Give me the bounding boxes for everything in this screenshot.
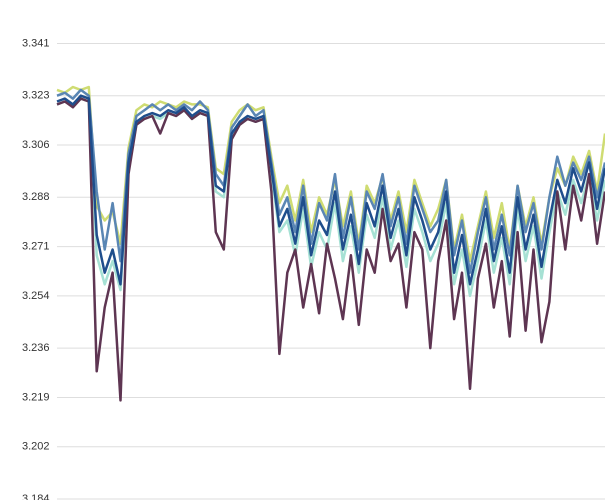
y-tick-label: 3.341 [22,37,50,49]
series-line [56,97,605,402]
y-tick-label: 3.306 [22,139,50,151]
y-tick-label: 3.236 [22,342,50,354]
y-tick-label: 3.254 [22,290,50,302]
y-tick-label: 3.184 [22,493,50,500]
y-tick-label: 3.271 [22,241,50,253]
y-tick-label: 3.323 [22,90,50,102]
series-line [56,94,605,286]
y-tick-label: 3.288 [22,191,50,203]
series-line [56,88,605,274]
y-tick-label: 3.202 [22,441,50,453]
y-tick-label: 3.219 [22,391,50,403]
